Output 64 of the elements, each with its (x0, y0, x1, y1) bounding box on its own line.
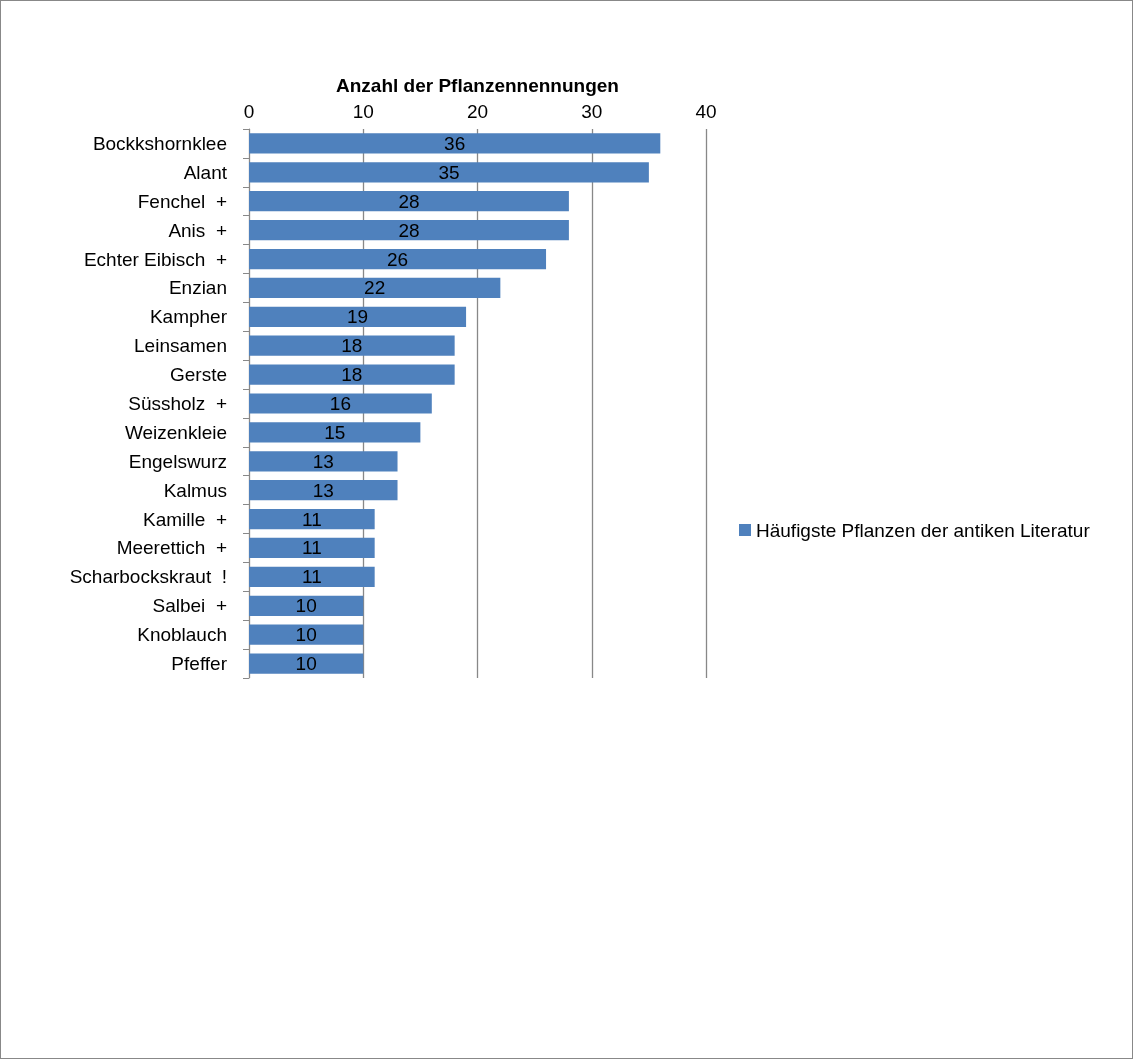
y-tick-label: Knoblauch (137, 624, 227, 646)
bar (249, 624, 364, 645)
data-label: 26 (386, 248, 409, 270)
y-tick-label: Alant (183, 161, 228, 183)
bar (249, 162, 649, 183)
data-label: 11 (301, 537, 322, 559)
y-tick-label: Anis + (168, 219, 227, 241)
y-tick-label: Leinsamen (134, 335, 227, 357)
bar (249, 335, 455, 356)
bar (249, 451, 398, 472)
y-tick-label: Fenchel + (137, 190, 227, 212)
y-tick-label: Kalmus (163, 479, 227, 501)
data-label: 28 (398, 190, 420, 212)
bar (249, 422, 421, 443)
x-tick-label: 0 (243, 101, 255, 122)
bar (249, 566, 375, 587)
data-label: 11 (301, 508, 322, 530)
y-tick-label: Engelswurz (128, 450, 227, 472)
data-label: 11 (301, 566, 322, 588)
y-tick-label: Gerste (169, 364, 227, 386)
bar (249, 508, 375, 530)
x-tick-label: 30 (581, 101, 603, 122)
y-tick-label: Scharbockskraut ! (69, 566, 227, 588)
y-tick-label: Meerettich + (116, 537, 227, 559)
bar (249, 480, 398, 501)
data-label: 28 (398, 219, 420, 241)
y-tick-label: Süssholz + (128, 393, 227, 414)
bar (249, 191, 569, 212)
data-label: 19 (346, 306, 369, 328)
y-tick-label: Pfeffer (171, 653, 228, 675)
y-tick-label: Echter Eibisch + (83, 248, 227, 270)
data-label: 13 (312, 479, 334, 501)
bar (249, 537, 375, 559)
data-label: 10 (295, 624, 317, 646)
bar (249, 595, 364, 616)
y-tick-label: Kamille + (143, 508, 227, 530)
x-tick-label: 20 (466, 101, 489, 122)
data-label: 18 (341, 335, 363, 357)
y-tick-label: Enzian (168, 277, 227, 299)
data-label: 15 (324, 421, 346, 443)
data-label: 36 (444, 132, 466, 154)
y-tick-label: Bockkshornklee (92, 132, 227, 154)
y-tick-label: Kampher (149, 306, 228, 328)
x-tick-label: 10 (352, 101, 374, 122)
x-tick-label: 40 (695, 101, 717, 122)
data-label: 13 (312, 450, 334, 472)
data-label: 10 (295, 653, 317, 675)
data-label: 10 (295, 595, 317, 617)
bar (249, 364, 455, 385)
bar (249, 306, 467, 327)
bar (249, 220, 569, 241)
y-tick-label: Weizenkleie (124, 421, 227, 443)
data-label: 16 (329, 393, 351, 414)
data-label: 22 (364, 277, 386, 299)
bar (249, 248, 547, 270)
bar (249, 277, 501, 299)
x-axis-title: Anzahl der Pflanzennennungen (336, 75, 619, 96)
legend-label: Häufigste Pflanzen der antiken Literatur (756, 519, 1091, 541)
bar (249, 133, 661, 154)
bar (249, 653, 364, 674)
bar (249, 393, 432, 414)
y-tick-label: Salbei + (152, 595, 227, 617)
data-label: 35 (438, 161, 460, 183)
data-label: 18 (341, 364, 363, 386)
